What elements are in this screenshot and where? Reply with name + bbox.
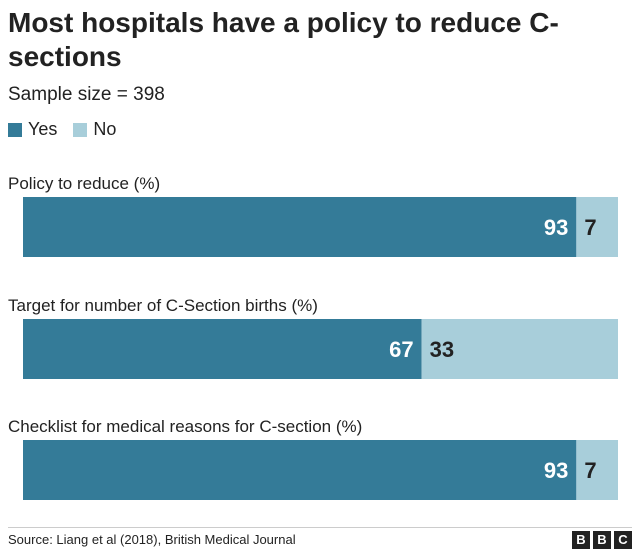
bar-segment-yes — [23, 440, 577, 500]
chart-title: Most hospitals have a policy to reduce C… — [8, 7, 559, 72]
category-label: Checklist for medical reasons for C-sect… — [8, 417, 362, 436]
source-text: Source: Liang et al (2018), British Medi… — [8, 532, 296, 547]
legend-item-no: No — [73, 119, 116, 140]
data-label-yes: 93 — [544, 458, 568, 483]
bar-segment-yes — [23, 197, 577, 257]
legend-swatch-no — [73, 122, 88, 137]
bar-segment-yes — [23, 319, 422, 379]
bar-segment-no — [421, 319, 618, 379]
legend-swatch-yes — [8, 122, 22, 137]
data-label-yes: 67 — [389, 337, 413, 362]
legend: Yes No — [8, 119, 132, 140]
data-label-no: 7 — [584, 458, 596, 483]
legend-item-yes: Yes — [8, 119, 57, 140]
logo-letter: B — [593, 531, 611, 549]
category-label: Target for number of C-Section births (%… — [8, 296, 318, 315]
bar-segment-no — [576, 440, 618, 500]
bar-segment-no — [576, 197, 618, 257]
legend-label-no: No — [93, 119, 117, 139]
sample-size-text: Sample size = 398 — [8, 84, 165, 105]
legend-label-yes: Yes — [28, 119, 58, 139]
data-label-yes: 93 — [544, 215, 568, 240]
logo-letter: C — [614, 531, 632, 549]
stacked-bar-chart: Policy to reduce (%) 93 7 Target for number… — [8, 174, 618, 500]
data-label-no: 33 — [430, 337, 454, 362]
footer-divider — [8, 527, 632, 528]
category-label: Policy to reduce (%) — [8, 174, 160, 193]
data-label-no: 7 — [584, 215, 596, 240]
bbc-logo: B B C — [569, 531, 632, 549]
logo-letter: B — [572, 531, 590, 549]
